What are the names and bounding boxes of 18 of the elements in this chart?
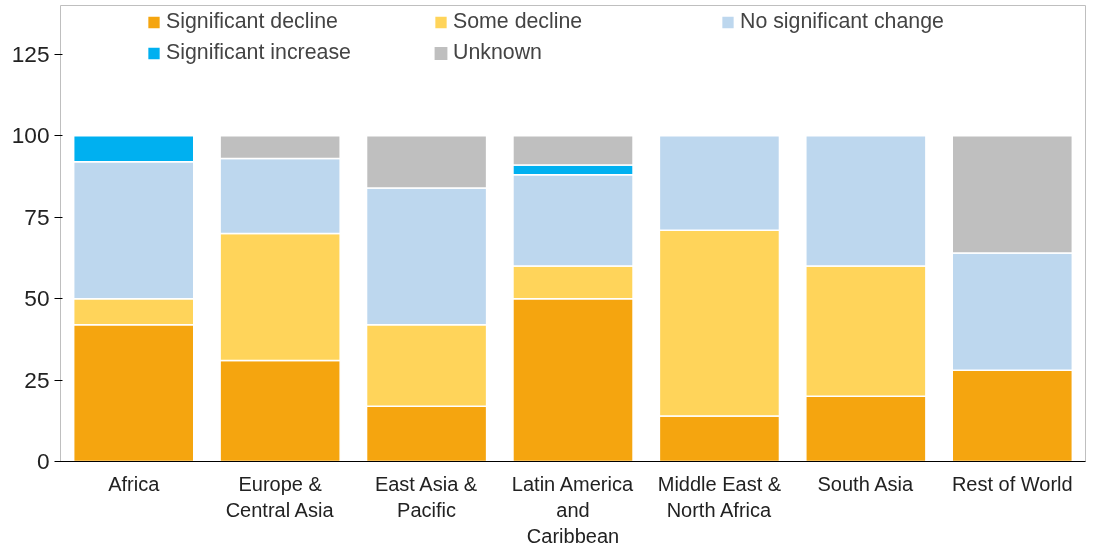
x-tick-label: Middle East & North Africa <box>657 472 782 521</box>
legend-label: Significant increase <box>166 40 352 65</box>
x-tick-label: Europe & Central Asia <box>225 472 335 521</box>
legend-label: Unknown <box>453 40 543 65</box>
y-tick-label: 75 <box>24 203 50 230</box>
x-tick-label: South Asia <box>817 472 914 495</box>
legend-label: Significant decline <box>166 9 339 34</box>
y-tick-label: 0 <box>36 448 50 474</box>
legend-label: No significant change <box>740 9 945 34</box>
y-tick-label: 100 <box>11 122 50 149</box>
x-tick-label: Latin America and Caribbean <box>511 472 634 548</box>
x-tick-label: East Asia & Pacific <box>374 472 478 521</box>
legend-label: Some decline <box>453 9 584 34</box>
x-tick-label: Africa <box>108 472 161 495</box>
y-tick-label: 50 <box>24 285 50 312</box>
y-tick-label: 125 <box>11 40 50 67</box>
y-tick-label: 25 <box>24 366 50 393</box>
x-tick-label: Rest of World <box>951 472 1073 495</box>
